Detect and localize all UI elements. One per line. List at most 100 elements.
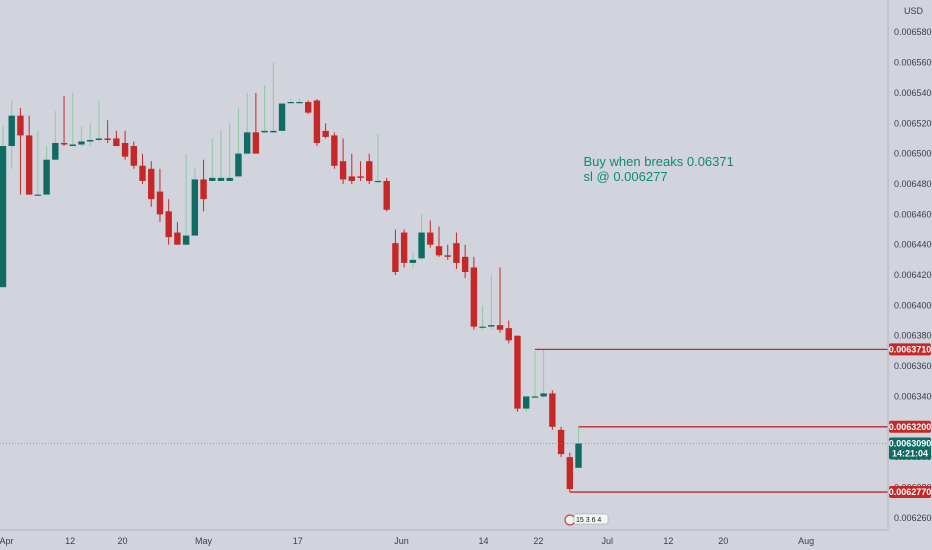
price-level-tag (889, 420, 931, 433)
candle-body (348, 176, 355, 181)
y-tick-label: 0.0062600 (894, 513, 932, 523)
candle-body (496, 325, 504, 330)
candle-body (287, 102, 294, 104)
x-tick-label: 12 (663, 536, 673, 546)
candle-body (217, 177, 225, 181)
price-lines-layer (0, 348, 888, 493)
price-level-tag-label: 0.0063200 (889, 422, 932, 432)
candle-body (174, 232, 181, 245)
candle-body (461, 256, 469, 272)
candle-body (78, 141, 85, 145)
x-tick-label: 20 (718, 536, 728, 546)
candle-body (427, 232, 434, 245)
candle-body (514, 335, 521, 409)
candle-body (435, 246, 443, 256)
x-tick-label: Apr (0, 536, 13, 546)
candle-body (182, 235, 190, 245)
candle-body (400, 232, 408, 263)
candle-body (25, 135, 33, 195)
events-flag-icon[interactable] (564, 514, 576, 526)
candle-body (531, 396, 539, 398)
annotation-text[interactable]: Buy when breaks 0.06371 (584, 154, 734, 169)
candle-body (566, 457, 573, 490)
x-tick-label: May (195, 536, 213, 546)
candle-body (523, 396, 530, 409)
last-price-label: 0.0063090 (889, 438, 932, 448)
candle-countdown: 14:21:04 (892, 448, 928, 458)
x-tick-label: 17 (293, 536, 303, 546)
currency-label: USD (904, 6, 924, 16)
price-level-tag-label: 0.0063710 (889, 344, 932, 354)
price-tags-layer: 0.0063710 0.0063200 0.0062770 0.006309014:2… (889, 343, 932, 499)
candle-body (505, 328, 512, 341)
candle-body (479, 326, 486, 328)
candle-body (322, 130, 329, 137)
events-markers[interactable]: 15 3 6 4 (564, 513, 609, 526)
candle-body (252, 132, 260, 154)
candle-body (156, 191, 164, 215)
candle-body (540, 393, 547, 397)
x-tick-label: 12 (65, 536, 75, 546)
candle-body (235, 153, 242, 177)
price-level-tag (889, 343, 931, 356)
candle-body (165, 211, 172, 238)
candle-body (409, 259, 417, 263)
candle-body (95, 138, 103, 140)
candle-body (121, 143, 129, 157)
candle-body (453, 243, 460, 263)
candle-body (200, 179, 207, 200)
price-level-tag-label: 0.0062770 (889, 487, 932, 497)
candle-body (470, 267, 478, 327)
candle-body (243, 132, 251, 154)
x-tick-label: Jun (394, 536, 409, 546)
candle-body (17, 115, 24, 136)
candle-body (418, 232, 425, 259)
candle-body (69, 144, 76, 147)
x-tick-label: Aug (798, 536, 814, 546)
candle-body (226, 177, 233, 181)
candle-body (191, 179, 199, 236)
candle-body (444, 255, 451, 257)
candle-body (104, 138, 111, 140)
candle-body (549, 393, 556, 427)
candle-body (113, 138, 120, 147)
time-axis[interactable]: Apr 12 20 May 17 Jun 14 22 Jul 12 20 Aug (0, 536, 814, 546)
candle-body (392, 243, 399, 272)
candle-body (305, 102, 312, 113)
candle-body (139, 165, 146, 181)
candle-body (52, 143, 59, 160)
events-badge[interactable] (573, 513, 609, 525)
candle-body (209, 177, 216, 181)
candle-body (130, 146, 137, 166)
candle-body (261, 130, 268, 133)
candle-body (339, 161, 347, 180)
last-price-tag (889, 437, 931, 460)
candle-body (383, 180, 390, 210)
candle-body (87, 139, 94, 142)
x-tick-label: 22 (533, 536, 543, 546)
candle-body (366, 161, 373, 181)
x-tick-label: 14 (478, 536, 488, 546)
candles-layer (0, 62, 582, 493)
candle-body (488, 325, 495, 327)
candle-body (575, 443, 582, 468)
candle-body (34, 194, 42, 196)
annotation-text[interactable]: sl @ 0.006277 (584, 169, 668, 184)
candle-body (148, 168, 155, 200)
candle-body (278, 103, 286, 131)
candle-body (331, 135, 338, 166)
x-tick-label: Jul (602, 536, 614, 546)
x-tick-label: 20 (117, 536, 127, 546)
